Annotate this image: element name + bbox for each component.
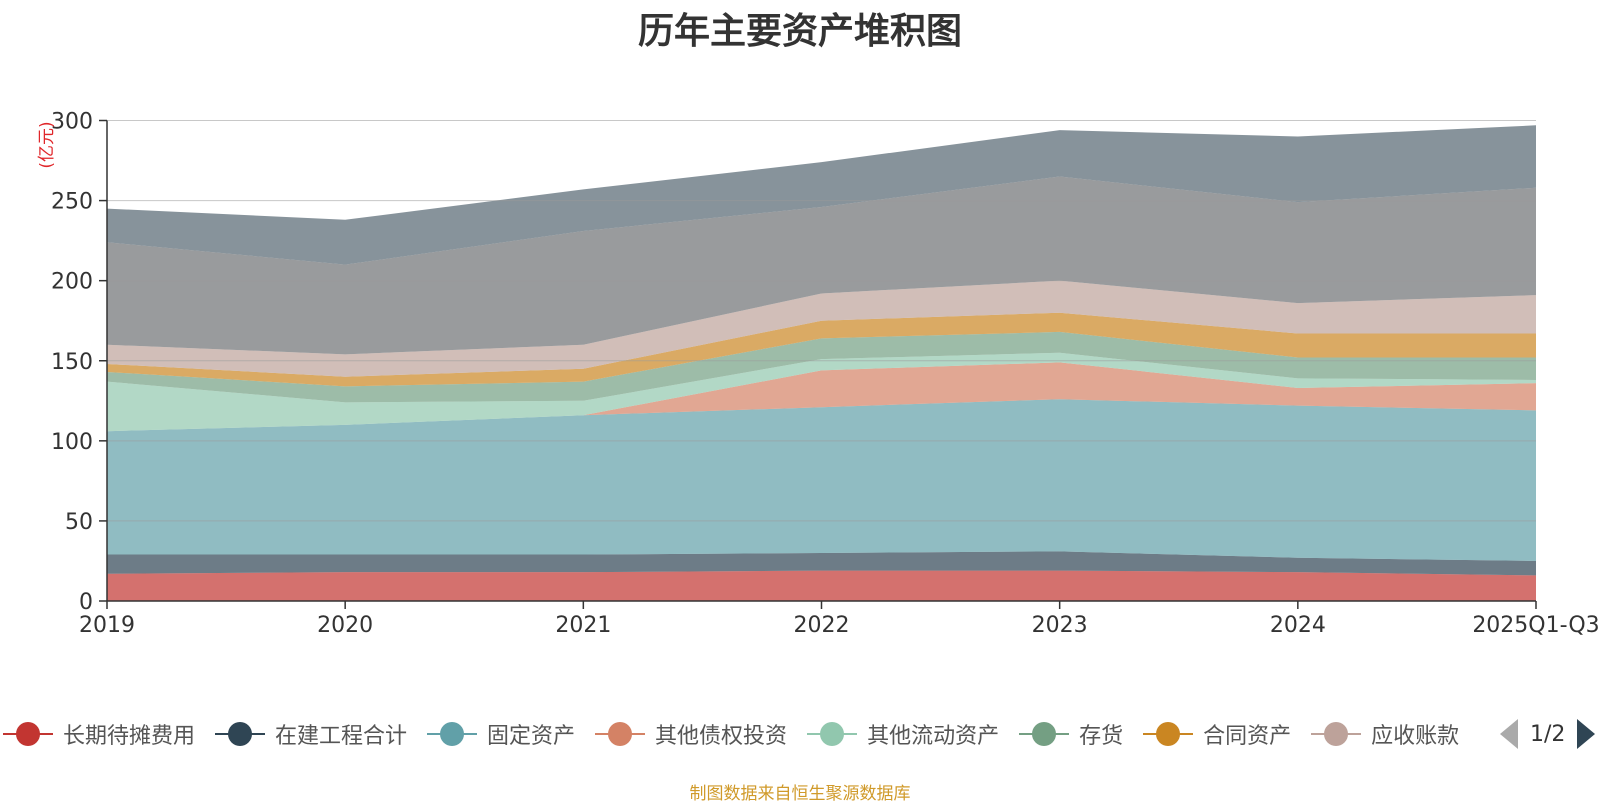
legend-pager: 1/2 [1500,714,1600,754]
x-tick-label: 2024 [1270,613,1326,638]
x-tick-label: 2022 [794,613,850,638]
y-tick-label: 300 [51,110,93,135]
legend: 长期待摊费用 在建工程合计 固定资产 其他债权投资 其他流动资产 存货 合同资产 应收账款 1… [0,714,1600,754]
legend-item[interactable]: 合同资产 [1143,718,1291,750]
legend-label: 其他流动资产 [867,724,1000,749]
area-series [107,176,1536,355]
area-series [107,312,1536,387]
legend-viewport: 长期待摊费用 在建工程合计 固定资产 其他债权投资 其他流动资产 存货 合同资产 应收账款 [0,714,1484,754]
legend-item[interactable]: 固定资产 [427,718,575,750]
legend-marker-icon [427,721,478,747]
y-tick-label: 200 [51,270,93,295]
y-axis-unit-label: (亿元) [37,121,57,168]
area-series [107,280,1536,377]
legend-item[interactable]: 应收账款 [1311,718,1459,750]
area-series [107,331,1536,403]
legend-prev-page-icon[interactable] [1500,719,1518,749]
x-tick-label: 2019 [79,613,135,638]
legend-item[interactable]: 其他流动资产 [807,718,999,750]
legend-marker-icon [3,721,53,747]
chart-title: 历年主要资产堆积图 [637,11,962,52]
legend-label: 应收账款 [1371,724,1460,749]
x-tick-label: 2021 [555,613,611,638]
area-series [107,570,1536,601]
legend-item[interactable]: 在建工程合计 [215,718,407,750]
area-series [107,362,1536,432]
legend-next-page-icon[interactable] [1577,719,1596,749]
legend-item[interactable]: 存货 [1019,718,1123,750]
area-series [107,352,1536,432]
legend-marker-icon [215,721,266,747]
legend-marker-icon [595,721,646,747]
y-tick-label: 150 [51,350,93,375]
legend-marker-icon [1143,721,1194,747]
y-tick-label: 50 [65,510,93,535]
legend-marker-icon [1019,721,1070,747]
y-tick-label: 100 [51,430,93,455]
legend-label: 其他债权投资 [655,724,788,749]
legend-marker-icon [1311,721,1362,747]
legend-page-indicator: 1/2 [1530,721,1566,747]
legend-label: 在建工程合计 [275,724,408,749]
legend-label: 长期待摊费用 [63,724,196,749]
legend-marker-icon [807,721,858,747]
data-source-note: 制图数据来自恒生聚源数据库 [689,784,911,804]
area-series [107,551,1536,576]
x-tick-label: 2020 [317,613,373,638]
y-tick-label: 250 [51,190,93,215]
area-series [107,125,1536,265]
y-tick-label: 0 [79,590,93,615]
stacked-area-chart: 0 50 100 150 200 250 300 2019 2020 2021 2022 2023 20… [37,110,1600,639]
legend-item[interactable]: 长期待摊费用 [3,718,195,750]
legend-label: 合同资产 [1203,724,1292,749]
legend-items: 长期待摊费用 在建工程合计 固定资产 其他债权投资 其他流动资产 存货 合同资产 应收账款 [0,714,1479,754]
x-tick-label: 2023 [1032,613,1088,638]
legend-item[interactable]: 其他债权投资 [595,718,787,750]
legend-label: 存货 [1079,724,1124,749]
legend-label: 固定资产 [487,724,576,749]
x-tick-label: 2025Q1-Q3 [1472,613,1599,638]
